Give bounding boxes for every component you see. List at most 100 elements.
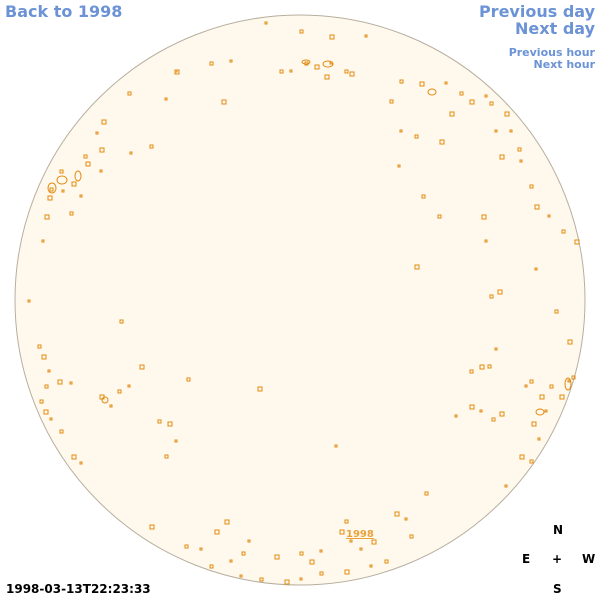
region-contour bbox=[497, 289, 503, 295]
region-contour bbox=[184, 544, 189, 549]
next-hour-link[interactable]: Next hour bbox=[533, 58, 596, 71]
region-contour bbox=[241, 551, 246, 556]
region-contour bbox=[27, 299, 31, 303]
region-contour bbox=[574, 239, 580, 245]
region-contour bbox=[544, 409, 548, 413]
previous-hour-link[interactable]: Previous hour bbox=[508, 46, 595, 59]
region-contour bbox=[139, 364, 145, 370]
region-contour bbox=[531, 421, 537, 427]
region-contour bbox=[509, 129, 513, 133]
region-contour bbox=[47, 369, 51, 373]
next-day-link[interactable]: Next day bbox=[515, 19, 595, 38]
region-contour bbox=[49, 187, 54, 192]
region-contour bbox=[537, 437, 541, 441]
region-contour bbox=[164, 454, 169, 459]
region-contour bbox=[487, 364, 492, 369]
region-contour bbox=[99, 147, 105, 153]
compass-south: S bbox=[553, 582, 562, 596]
region-contour bbox=[499, 411, 505, 417]
region-contour bbox=[299, 29, 304, 34]
region-contour bbox=[69, 211, 74, 216]
region-contour bbox=[339, 529, 345, 535]
region-contour bbox=[44, 214, 50, 220]
region-contour bbox=[101, 396, 109, 404]
previous-day-link[interactable]: Previous day bbox=[478, 2, 595, 21]
region-contour bbox=[399, 79, 404, 84]
compass-north: N bbox=[553, 523, 564, 537]
region-contour bbox=[414, 134, 419, 139]
region-contour bbox=[567, 379, 571, 383]
region-contour bbox=[259, 577, 264, 582]
region-contour bbox=[309, 559, 315, 565]
region-contour bbox=[119, 319, 124, 324]
region-contour bbox=[479, 409, 483, 413]
region-contour bbox=[239, 574, 243, 578]
region-contour bbox=[71, 181, 77, 187]
region-contour bbox=[564, 377, 572, 391]
region-contour bbox=[149, 524, 155, 530]
region-contour bbox=[349, 71, 355, 77]
region-contour bbox=[414, 264, 420, 270]
region-contour bbox=[329, 61, 333, 65]
region-contour bbox=[524, 384, 528, 388]
region-contour bbox=[554, 309, 559, 314]
region-contour bbox=[299, 551, 304, 556]
region-contour bbox=[167, 421, 173, 427]
region-contour bbox=[479, 364, 485, 370]
region-contour bbox=[49, 417, 53, 421]
region-contour bbox=[79, 461, 83, 465]
region-contour bbox=[439, 139, 445, 145]
region-contour bbox=[547, 214, 551, 218]
region-contour bbox=[344, 69, 349, 74]
region-contour bbox=[74, 170, 82, 182]
region-contour bbox=[229, 559, 233, 563]
region-contour bbox=[57, 379, 63, 385]
region-contour bbox=[221, 99, 227, 105]
region-contour bbox=[59, 169, 64, 174]
region-contour bbox=[44, 384, 49, 389]
region-contour bbox=[344, 519, 349, 524]
active-regions bbox=[27, 21, 580, 585]
region-contour bbox=[389, 99, 394, 104]
back-to-year-link[interactable]: Back to 1998 bbox=[5, 2, 123, 21]
region-contour bbox=[334, 444, 338, 448]
region-contour bbox=[469, 369, 474, 374]
region-contour bbox=[69, 381, 73, 385]
region-contour bbox=[39, 399, 44, 404]
region-contour bbox=[186, 377, 191, 382]
region-contour bbox=[419, 81, 425, 87]
region-contour bbox=[539, 394, 545, 400]
compass-center: + bbox=[552, 552, 563, 566]
region-contour bbox=[444, 81, 448, 85]
region-contour bbox=[319, 571, 324, 576]
region-contour bbox=[43, 409, 49, 415]
region-contour bbox=[264, 21, 268, 25]
region-contour bbox=[529, 459, 534, 464]
year-link[interactable]: 1998 bbox=[346, 529, 374, 540]
region-contour bbox=[549, 384, 554, 389]
region-contour bbox=[127, 384, 131, 388]
region-contour bbox=[59, 429, 64, 434]
region-contour bbox=[344, 569, 350, 575]
region-contour bbox=[209, 61, 214, 66]
region-contour bbox=[459, 91, 464, 96]
region-contour bbox=[61, 189, 65, 193]
region-contour bbox=[85, 161, 91, 167]
region-contour bbox=[117, 389, 122, 394]
region-contour bbox=[324, 74, 330, 80]
region-contour bbox=[279, 69, 284, 74]
region-contour bbox=[214, 529, 220, 535]
region-contour bbox=[99, 169, 103, 173]
region-contour bbox=[504, 484, 508, 488]
region-contour bbox=[174, 439, 178, 443]
region-contour bbox=[71, 454, 77, 460]
region-contour bbox=[349, 539, 353, 543]
region-contour bbox=[41, 354, 47, 360]
region-contour bbox=[561, 229, 566, 234]
region-contour bbox=[384, 559, 389, 564]
region-contour bbox=[409, 534, 414, 539]
region-contour bbox=[424, 491, 429, 496]
region-contour bbox=[519, 159, 523, 163]
region-contour bbox=[164, 97, 168, 101]
timestamp: 1998-03-13T22:23:33 bbox=[6, 582, 151, 596]
